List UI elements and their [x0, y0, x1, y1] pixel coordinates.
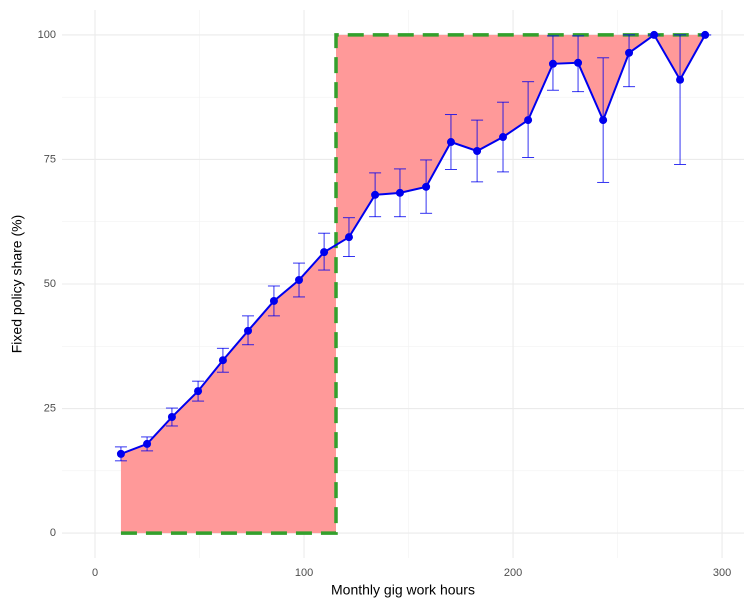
data-point [344, 233, 353, 242]
error-bar [623, 34, 636, 88]
data-point [320, 248, 329, 257]
series-line [120, 33, 706, 455]
y-tick-label: 75 [44, 153, 56, 165]
error-bar [674, 34, 687, 165]
data-point [548, 59, 557, 68]
data-point [218, 356, 227, 365]
data-point [676, 75, 685, 84]
data-point [599, 116, 608, 125]
data-point [524, 116, 533, 125]
data-point [371, 190, 380, 199]
data-point [422, 182, 431, 191]
y-tick-label: 100 [38, 29, 56, 41]
data-point [269, 296, 278, 305]
x-tick-label: 0 [92, 567, 98, 579]
x-tick-label: 200 [504, 567, 522, 579]
data-point [499, 133, 508, 142]
data-point [650, 30, 659, 39]
data-point [244, 326, 253, 335]
y-tick-label: 25 [44, 402, 56, 414]
data-point [473, 146, 482, 155]
data-point [116, 449, 125, 458]
data-point [143, 439, 152, 448]
data-point [446, 138, 455, 147]
series-line [120, 33, 706, 535]
data-point [625, 48, 634, 57]
y-tick-label: 50 [44, 278, 56, 290]
data-point [701, 30, 710, 39]
x-axis-title: Monthly gig work hours [331, 582, 475, 598]
shaded-area [120, 34, 706, 534]
y-tick-label: 0 [50, 527, 56, 539]
x-tick-label: 300 [713, 567, 731, 579]
data-point [395, 188, 404, 197]
data-point [194, 387, 203, 396]
data-point [295, 276, 304, 285]
data-point [574, 58, 583, 67]
y-axis-title: Fixed policy share (%) [9, 215, 25, 354]
x-tick-label: 100 [295, 567, 313, 579]
data-point [167, 413, 176, 422]
